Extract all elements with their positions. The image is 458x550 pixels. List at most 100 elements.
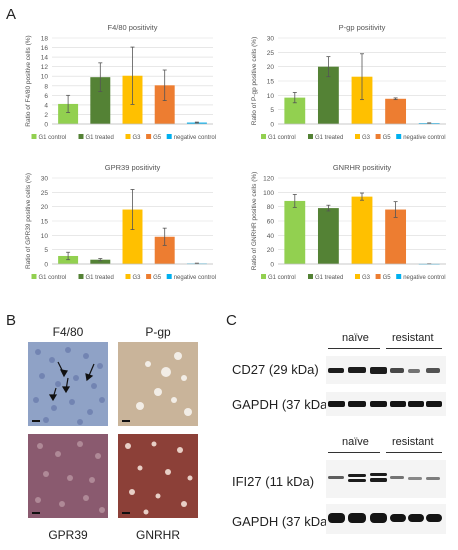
band: [348, 367, 366, 373]
y-tick-label: 8: [44, 83, 48, 90]
blot-label-gapdh-2: GAPDH (37 kDa): [232, 514, 332, 529]
chart-title: GNRHR positivity: [333, 163, 392, 172]
y-tick-label: 6: [44, 93, 48, 100]
band: [390, 401, 406, 407]
legend-swatch: [375, 134, 381, 139]
legend-swatch: [355, 274, 360, 279]
micrograph-gpr39-image: [28, 434, 108, 518]
band: [328, 401, 345, 407]
blot-ifi27: [326, 460, 446, 498]
y-tick-label: 0: [270, 262, 274, 269]
legend-swatch: [261, 274, 266, 279]
band: [328, 368, 344, 373]
micrograph-texture: [35, 441, 105, 513]
scale-bar: [122, 512, 130, 514]
legend-swatch: [166, 134, 172, 139]
legend-label: G1 control: [39, 275, 67, 281]
legend-label: G1 treated: [86, 135, 114, 141]
y-tick-label: 15: [267, 79, 275, 86]
y-axis-label: Ratio of GNRHR positive cells (%): [251, 172, 258, 271]
legend-label: negative control: [403, 275, 445, 281]
legend-swatch: [125, 134, 131, 139]
micrograph-label-gpr39: GPR39: [48, 528, 88, 542]
bands: [328, 401, 442, 407]
blot-gapdh-1: [326, 392, 446, 416]
bar: [317, 66, 339, 124]
y-tick-label: 20: [267, 64, 275, 71]
bar: [351, 196, 373, 264]
bands: [328, 513, 442, 523]
chart-pgp: P-gp positivity 0 5 10 15 20 25 30 Ratio of P-gp…: [251, 23, 446, 141]
y-axis-label: Ratio of F4/80 positive cells (%): [25, 35, 32, 126]
y-tick-label: 40: [267, 233, 275, 240]
y-tick-label: 25: [41, 190, 49, 197]
blot-cd27: [326, 356, 446, 384]
blot-gapdh-1-bands: [328, 401, 442, 407]
band: [348, 479, 366, 482]
legend-swatch: [78, 134, 84, 139]
bar: [351, 76, 373, 124]
micrograph-pgp: [118, 342, 198, 426]
bar: [317, 208, 339, 264]
legend-swatch: [355, 134, 360, 139]
blot2-resistant-label: resistant: [392, 436, 434, 448]
y-tick-label: 0: [44, 122, 48, 129]
legend-label: G1 treated: [315, 135, 343, 141]
y-tick-label: 14: [41, 55, 49, 62]
bar: [385, 209, 407, 264]
band: [348, 474, 366, 477]
blot-cd27-bands: [328, 367, 440, 374]
legend-label: G5: [153, 275, 162, 281]
legend-label: G1 treated: [315, 275, 343, 281]
micrograph-texture: [33, 347, 105, 425]
panel-letter-a: A: [6, 6, 17, 23]
legend-swatch: [125, 274, 131, 279]
y-tick-label: 10: [267, 93, 275, 100]
scale-bar: [32, 420, 40, 422]
blot1-naive-bracket: [328, 348, 380, 349]
band: [408, 477, 422, 480]
band: [370, 513, 387, 523]
y-tick-label: 5: [44, 247, 48, 254]
micrograph-texture: [125, 441, 193, 515]
legend-label: G1 control: [268, 135, 296, 141]
legend-label: G5: [383, 275, 392, 281]
legend-swatch: [31, 134, 37, 139]
band: [426, 368, 440, 373]
y-tick-label: 60: [267, 219, 275, 226]
legend-swatch: [261, 134, 266, 139]
micrograph-label-pgp: P-gp: [145, 325, 171, 339]
band: [328, 513, 345, 523]
y-tick-label: 15: [41, 219, 49, 226]
y-tick-label: 12: [41, 64, 49, 71]
y-tick-label: 2: [44, 112, 48, 119]
blot2-naive-bracket: [328, 452, 380, 453]
legend-swatch: [396, 134, 402, 139]
band: [370, 478, 387, 482]
bar: [90, 77, 111, 124]
bar: [58, 103, 79, 124]
scale-bar: [32, 512, 40, 514]
micrograph-gnrhr-image: [118, 434, 198, 518]
legend-label: G3: [133, 275, 142, 281]
micrograph-texture: [136, 352, 192, 416]
y-tick-label: 10: [41, 233, 49, 240]
legend-swatch: [308, 134, 313, 139]
bands: [328, 367, 440, 374]
blot-label-ifi27: IFI27 (11 kDa): [232, 474, 315, 489]
blot2-resistant-bracket: [386, 452, 442, 453]
bar: [284, 200, 306, 264]
bar: [154, 236, 175, 264]
y-tick-label: 30: [41, 176, 49, 183]
y-axis-label: Ratio of GPR39 positive cells (%): [25, 173, 32, 269]
micrograph-label-gnrhr: GNRHR: [136, 528, 180, 542]
legend-label: G3: [362, 275, 371, 281]
panel-letter-b: B: [6, 312, 17, 329]
blot-label-cd27: CD27 (29 kDa): [232, 362, 319, 377]
band: [426, 477, 440, 480]
band: [426, 514, 442, 522]
blot1-naive-label: naïve: [342, 332, 369, 344]
band: [348, 513, 366, 523]
legend-swatch: [396, 274, 402, 279]
legend-label: G3: [362, 135, 371, 141]
